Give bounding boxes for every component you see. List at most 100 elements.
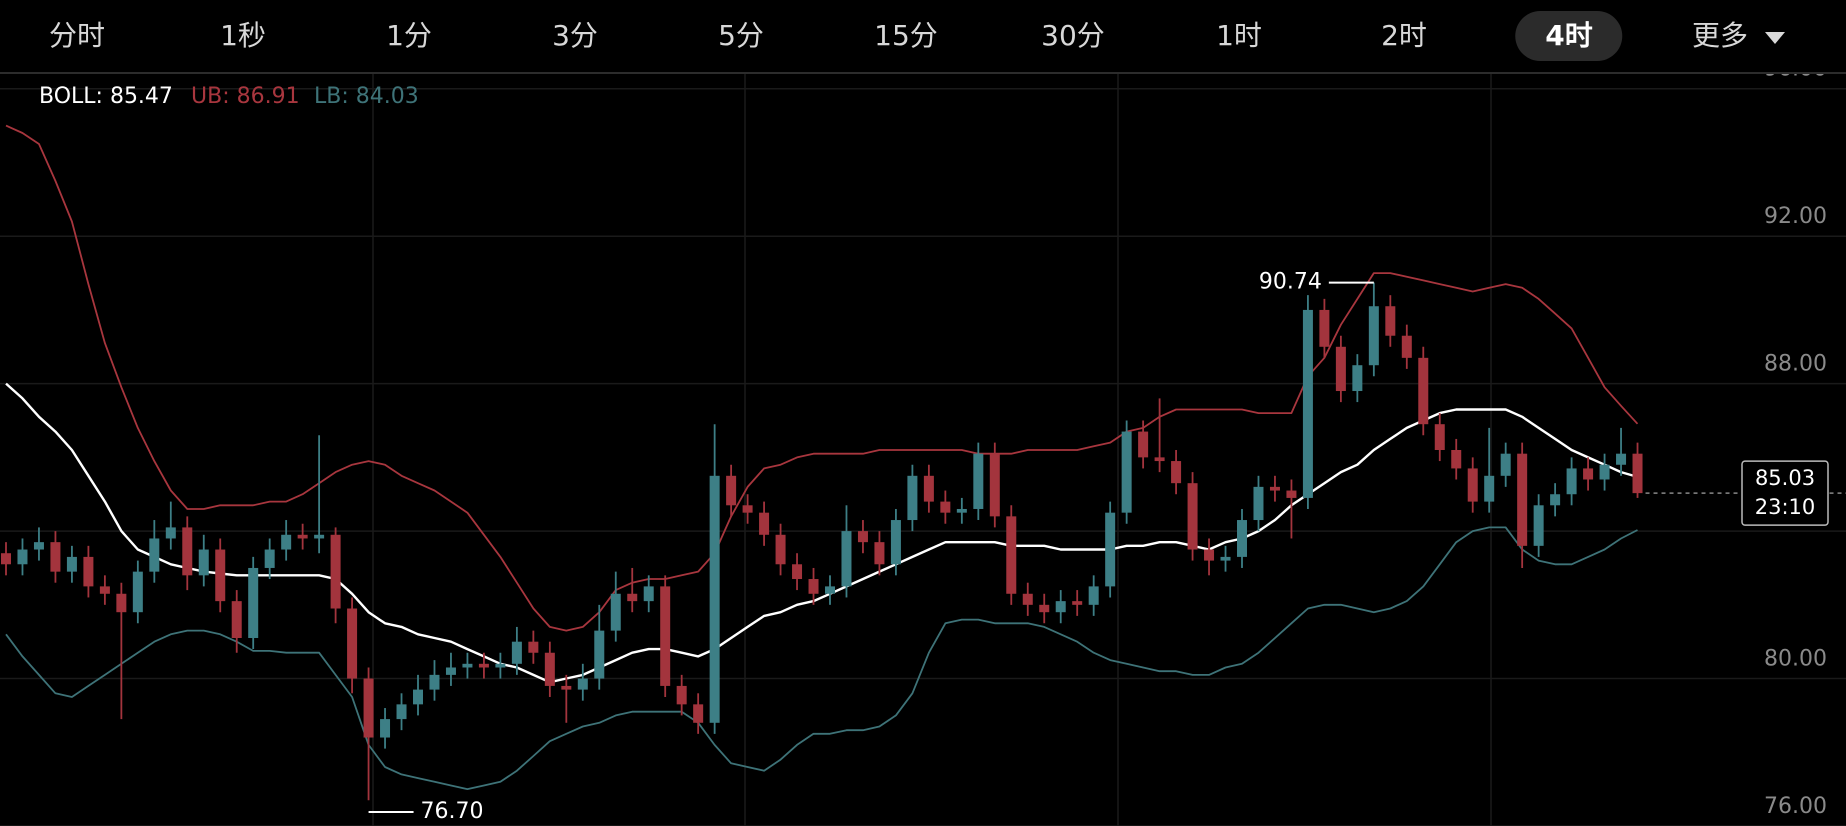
candle-body [396,704,407,720]
period-tab[interactable]: 3分 [552,19,598,52]
candle-body [890,520,901,565]
candle-body [165,527,176,539]
candle-body [1039,604,1050,613]
low-label: 76.70 [421,799,484,824]
legend-entry: LB: 84.03 [314,84,419,109]
last-price-box [1741,460,1829,526]
candle-body [1154,457,1165,462]
candle-body [1616,453,1627,465]
period-tab[interactable]: 15分 [874,19,938,52]
candle-body [1022,593,1033,605]
candle-body [676,685,687,705]
candle-body [1451,450,1462,469]
boll-line [5,382,1638,684]
candle-body [248,567,259,638]
candle-body [1401,335,1412,358]
y-tick-label: 80.00 [1764,647,1827,672]
candle-body [857,531,868,543]
candle-body [577,678,588,690]
candle-body [1583,468,1594,480]
candle-body [33,542,44,550]
candle-body [1237,520,1247,557]
candle-body [330,534,341,609]
candle-body [1352,365,1363,392]
candle-body [1517,453,1528,546]
candle-body [1368,306,1379,366]
period-tab[interactable]: 1秒 [220,19,266,52]
candle-body [215,549,226,602]
candle-body [825,586,835,594]
period-tab[interactable]: 1分 [386,19,432,52]
candle-body [17,549,28,565]
candle-body [1269,486,1280,491]
candle-body [429,674,440,690]
candle-body [1138,431,1149,458]
candle-body [1187,483,1198,550]
candle-body [561,685,572,690]
candle-body [380,719,391,738]
period-tab[interactable]: 1时 [1216,19,1262,52]
candle-body [363,678,374,738]
boll-line [5,124,1639,632]
period-tab[interactable]: 4时 [1515,11,1623,61]
period-tab[interactable]: 30分 [1041,19,1105,52]
candle-body [132,571,143,613]
candle-body [1418,357,1429,425]
candle-body [660,586,671,686]
candle-body [264,549,275,568]
candle-body [709,475,720,723]
candle-body [643,586,654,602]
candle-body [83,556,94,587]
candle-body [1550,494,1561,506]
candle-body [1467,468,1478,502]
candle-body [1105,512,1116,587]
candle-body [792,564,803,580]
period-tabs: 分时 1秒 1分 3分 5分 15分 30分 1时 2时 4时 更多 [0,0,1846,74]
y-tick-label: 88.00 [1764,352,1827,377]
candle-body [1204,549,1215,561]
candle-body [627,593,638,602]
candle-body [1220,556,1231,561]
candle-body [1335,346,1346,392]
candle-body [594,630,605,679]
candle-body [347,608,358,679]
period-tab[interactable]: 2时 [1381,19,1427,52]
candle-body [297,534,308,539]
candle-body [1632,453,1643,494]
period-tab[interactable]: 5分 [718,19,764,52]
last-price: 85.03 [1755,466,1815,490]
candle-body [610,593,621,631]
candle-body [693,704,704,723]
candle-body [989,453,1000,517]
dropdown-arrow[interactable] [1763,30,1787,46]
candle-body [1088,586,1099,605]
candle-body [1385,306,1396,336]
candle-body [874,542,885,565]
candle-body [1319,309,1330,347]
candle-body [1286,490,1297,498]
candle-body [923,475,934,502]
candle-body [1006,516,1017,594]
candle-body [1533,505,1544,546]
y-tick-label: 76.00 [1764,794,1827,819]
candle-body [281,534,292,550]
period-tab[interactable]: 更多 [1691,19,1749,52]
candle-body [1072,601,1083,605]
y-tick-label: 92.00 [1764,204,1827,229]
candle-body [528,641,539,653]
period-tab[interactable]: 分时 [48,19,106,52]
candle-body [462,663,473,668]
legend-entry: UB: 86.91 [191,84,300,109]
candle-body [1599,464,1610,480]
candle-body [956,508,967,513]
candle-body [759,512,770,535]
candle-body [182,527,193,576]
candle-body [1500,453,1511,476]
candle-body [1434,424,1445,450]
candle-body [413,689,423,705]
candle-body [940,501,951,513]
candle-body [149,538,160,572]
candle-body [478,663,489,668]
